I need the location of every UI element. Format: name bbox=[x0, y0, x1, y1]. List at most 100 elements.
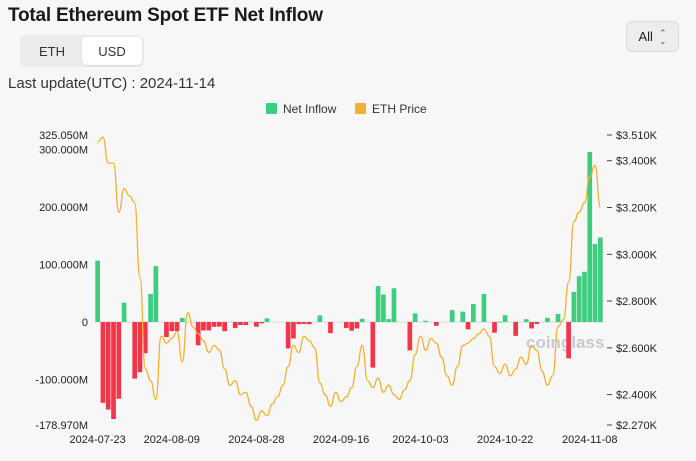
x-tick-label: 2024-11-08 bbox=[562, 434, 617, 446]
range-select[interactable]: All ⌃ ⌄ bbox=[626, 21, 679, 52]
net-inflow-bar[interactable] bbox=[328, 322, 333, 334]
net-inflow-bar[interactable] bbox=[217, 322, 222, 327]
y-right-tick-label: $2.800K bbox=[616, 296, 658, 308]
x-tick-label: 2024-10-22 bbox=[477, 434, 533, 446]
net-inflow-bar[interactable] bbox=[259, 322, 265, 324]
net-inflow-bar[interactable] bbox=[243, 322, 249, 326]
net-inflow-bar[interactable] bbox=[529, 322, 534, 329]
net-inflow-bar[interactable] bbox=[201, 322, 206, 331]
y-right-tick-label: $3.000K bbox=[616, 249, 658, 261]
net-inflow-bar[interactable] bbox=[148, 294, 153, 323]
y-right-tick-label: $3.510K bbox=[616, 130, 658, 142]
y-left-tick-label: 100.000M bbox=[39, 259, 88, 271]
legend-label-net-inflow[interactable]: Net Inflow bbox=[283, 102, 337, 116]
net-inflow-bar[interactable] bbox=[95, 260, 100, 323]
net-inflow-bar[interactable] bbox=[555, 313, 561, 323]
y-left-tick-label: -100.000M bbox=[35, 375, 88, 387]
y-left-tick-label: 325.050M bbox=[39, 130, 88, 142]
net-inflow-bar[interactable] bbox=[264, 318, 270, 323]
net-inflow-bar[interactable] bbox=[111, 322, 116, 420]
net-inflow-bar[interactable] bbox=[153, 266, 159, 323]
eth-tab[interactable]: ETH bbox=[39, 43, 65, 59]
net-inflow-bar[interactable] bbox=[502, 315, 508, 323]
net-inflow-bar[interactable] bbox=[132, 322, 138, 379]
net-inflow-bar[interactable] bbox=[100, 322, 106, 403]
x-tick-label: 2024-08-28 bbox=[228, 434, 284, 446]
net-inflow-bar[interactable] bbox=[460, 311, 466, 323]
legend-label-eth-price[interactable]: ETH Price bbox=[372, 102, 427, 116]
y-left-tick-label: 300.000M bbox=[39, 144, 88, 156]
net-inflow-bar[interactable] bbox=[306, 322, 312, 325]
net-inflow-bar[interactable] bbox=[386, 319, 392, 323]
x-tick-label: 2024-09-16 bbox=[313, 434, 369, 446]
net-inflow-bar[interactable] bbox=[238, 322, 243, 326]
net-inflow-bar[interactable] bbox=[381, 294, 386, 323]
legend-swatch-net-inflow[interactable] bbox=[266, 103, 277, 114]
net-inflow-bar[interactable] bbox=[391, 288, 397, 323]
range-select-label: All bbox=[638, 29, 653, 44]
x-tick-label: 2024-07-23 bbox=[70, 434, 126, 446]
legend-swatch-eth-price[interactable] bbox=[355, 103, 366, 114]
net-inflow-bar[interactable] bbox=[407, 322, 413, 351]
net-inflow-bar[interactable] bbox=[232, 322, 238, 328]
y-right-tick-label: $2.270K bbox=[616, 420, 658, 432]
net-inflow-bar[interactable] bbox=[317, 315, 323, 323]
net-inflow-bar[interactable] bbox=[296, 322, 302, 325]
net-inflow-bar[interactable] bbox=[354, 322, 360, 329]
net-inflow-bar[interactable] bbox=[471, 303, 476, 323]
net-inflow-bar[interactable] bbox=[497, 321, 503, 323]
net-inflow-bar[interactable] bbox=[481, 293, 487, 323]
net-inflow-bar[interactable] bbox=[137, 322, 143, 373]
net-inflow-bar[interactable] bbox=[291, 322, 296, 339]
net-inflow-bar[interactable] bbox=[370, 322, 376, 368]
net-inflow-bar[interactable] bbox=[285, 322, 291, 349]
page-title: Total Ethereum Spot ETF Net Inflow bbox=[8, 5, 323, 26]
net-inflow-bar[interactable] bbox=[423, 320, 429, 323]
net-inflow-bar[interactable] bbox=[121, 302, 127, 323]
net-inflow-bar[interactable] bbox=[412, 313, 418, 323]
net-inflow-bar[interactable] bbox=[375, 286, 381, 323]
net-inflow-bar[interactable] bbox=[566, 322, 571, 359]
x-tick-label: 2024-08-09 bbox=[144, 434, 200, 446]
net-inflow-bar[interactable] bbox=[492, 322, 497, 333]
net-inflow-bar[interactable] bbox=[587, 152, 593, 323]
net-inflow-bar[interactable] bbox=[598, 237, 603, 323]
net-inflow-bar[interactable] bbox=[206, 322, 212, 331]
net-inflow-bar[interactable] bbox=[211, 322, 217, 327]
usd-tab[interactable]: USD bbox=[82, 37, 142, 65]
net-inflow-bar[interactable] bbox=[254, 322, 259, 327]
net-inflow-bar[interactable] bbox=[523, 319, 529, 323]
eth-price-line bbox=[97, 136, 602, 421]
net-inflow-bar[interactable] bbox=[592, 243, 598, 323]
net-inflow-bar[interactable] bbox=[582, 271, 587, 323]
net-inflow-bar[interactable] bbox=[142, 322, 148, 354]
unit-toggle: ETH USD bbox=[20, 35, 144, 67]
net-inflow-bar[interactable] bbox=[164, 322, 169, 338]
net-inflow-bar[interactable] bbox=[174, 322, 180, 332]
net-inflow-bar[interactable] bbox=[179, 318, 185, 323]
net-inflow-bar[interactable] bbox=[513, 322, 519, 336]
net-inflow-bar[interactable] bbox=[465, 322, 471, 330]
net-inflow-bar[interactable] bbox=[449, 310, 455, 323]
last-update-text: Last update(UTC) : 2024-11-14 bbox=[8, 75, 216, 92]
net-inflow-bar[interactable] bbox=[105, 322, 111, 410]
net-inflow-bar[interactable] bbox=[534, 322, 540, 325]
y-left-tick-label: 0 bbox=[82, 317, 88, 329]
net-inflow-bar[interactable] bbox=[301, 322, 307, 324]
x-tick-label: 2024-10-03 bbox=[392, 434, 448, 446]
net-inflow-bar[interactable] bbox=[359, 318, 365, 323]
net-inflow-bar[interactable] bbox=[349, 322, 354, 331]
net-inflow-bar[interactable] bbox=[222, 322, 227, 332]
y-left-tick-label: 200.000M bbox=[39, 202, 88, 214]
chevron-updown-icon: ⌃ ⌄ bbox=[658, 27, 667, 46]
net-inflow-bar[interactable] bbox=[433, 322, 439, 326]
net-inflow-bar[interactable] bbox=[571, 291, 577, 323]
y-right-tick-label: $3.200K bbox=[616, 203, 658, 215]
net-inflow-bar[interactable] bbox=[576, 276, 582, 323]
y-right-tick-label: $2.400K bbox=[616, 390, 658, 402]
net-inflow-bar[interactable] bbox=[344, 322, 349, 329]
net-inflow-bar[interactable] bbox=[116, 322, 122, 399]
net-inflow-bar[interactable] bbox=[545, 317, 550, 323]
net-inflow-bar[interactable] bbox=[169, 322, 175, 332]
